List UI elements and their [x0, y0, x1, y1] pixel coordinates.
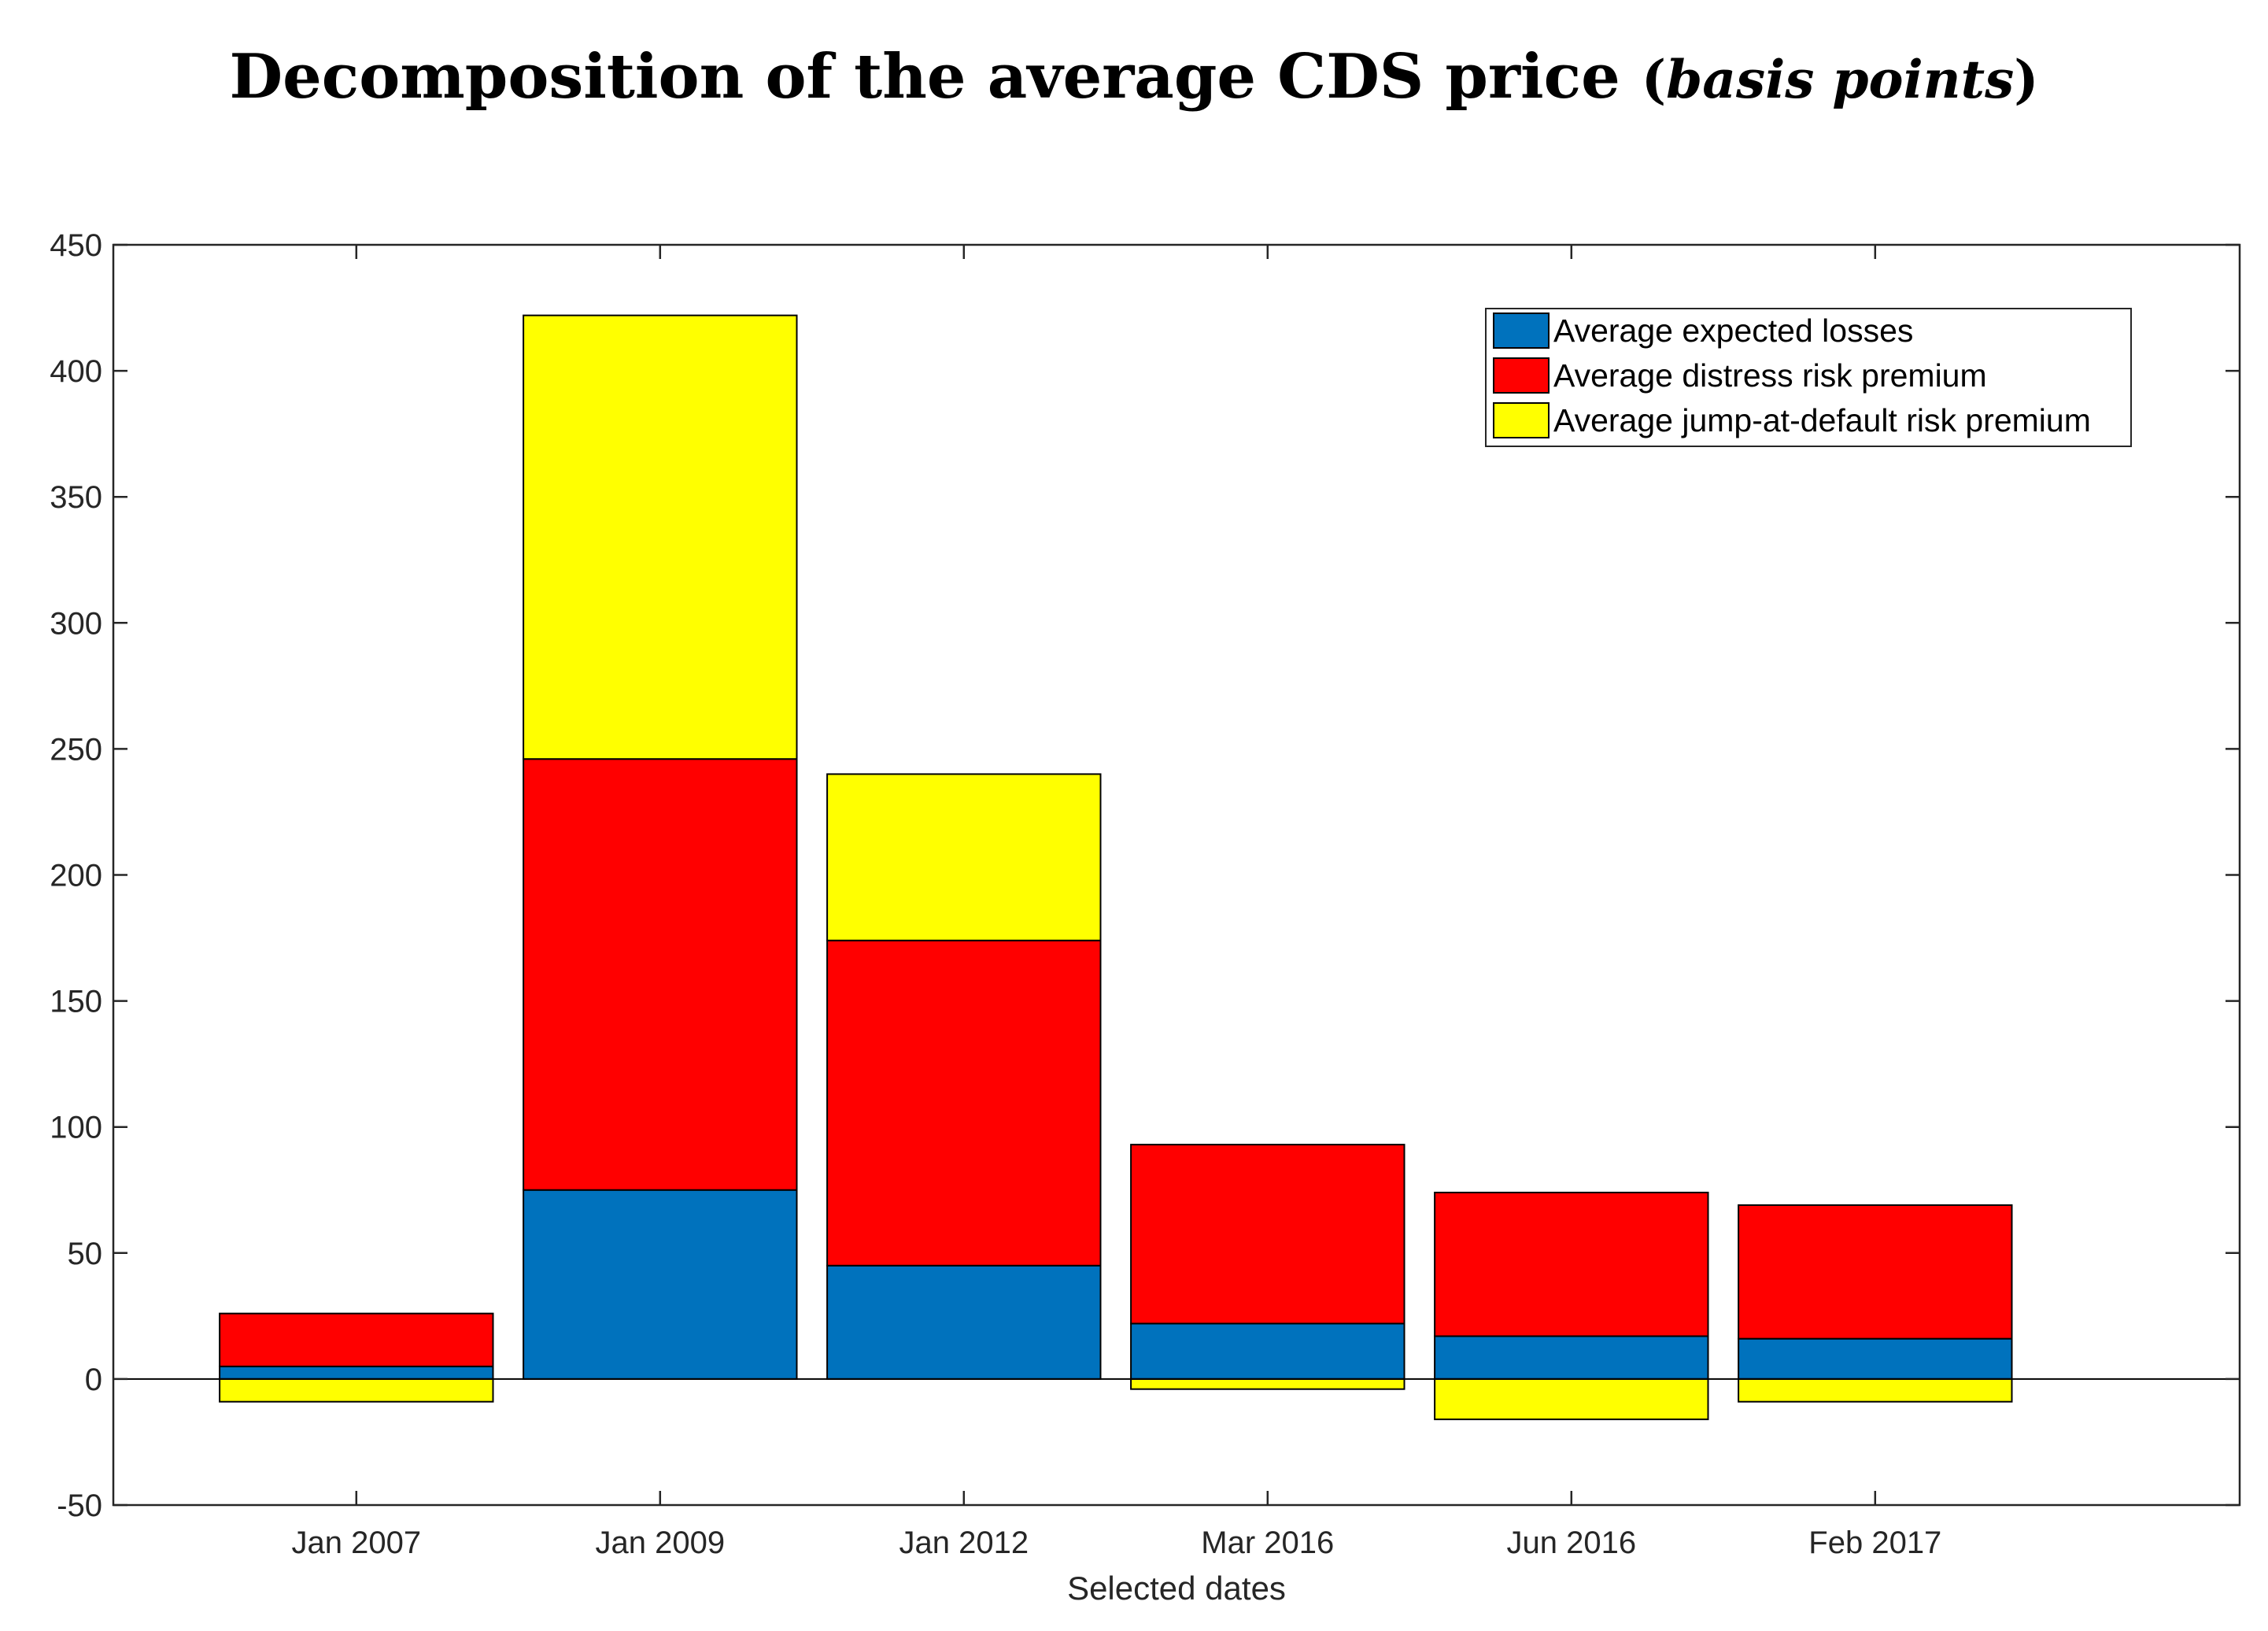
- bars-group: [219, 314, 2013, 1421]
- y-tick-label: 50: [68, 1237, 103, 1271]
- y-tick-label: 450: [50, 228, 102, 263]
- title-main: Decomposition of the average CDS price: [229, 41, 1642, 113]
- y-tick-label: -50: [57, 1489, 102, 1523]
- y-tick-label: 400: [50, 354, 102, 389]
- legend-swatch-1: [1493, 313, 1550, 349]
- legend-swatch-2: [1493, 357, 1550, 394]
- x-tick-label: Mar 2016: [1201, 1526, 1334, 1560]
- legend-entry-1: Average expected losses: [1553, 313, 1913, 349]
- y-tick-label: 0: [85, 1363, 102, 1397]
- y-tick-label: 300: [50, 606, 102, 641]
- bar-jan-2012-series-1: [826, 1264, 1102, 1380]
- bar-jun-2016-series-2: [1434, 1191, 1709, 1337]
- legend-entry-3: Average jump-at-default risk premium: [1553, 402, 2091, 438]
- bar-feb-2017-series-3: [1738, 1378, 2013, 1403]
- bar-jan-2007-series-1: [219, 1365, 494, 1380]
- title-open-paren: (: [1641, 49, 1667, 110]
- ticks-group: -50 0 50 100 150 200 250 300 350 400 450 Jan 2007 Ja…: [50, 228, 2240, 1560]
- bar-feb-2017-series-2: [1738, 1204, 2013, 1340]
- bar-jun-2016-series-3: [1434, 1378, 1709, 1421]
- bar-mar-2016-series-1: [1130, 1322, 1405, 1380]
- y-tick-label: 350: [50, 480, 102, 515]
- y-tick-label: 150: [50, 985, 102, 1019]
- y-tick-label: 250: [50, 732, 102, 767]
- x-tick-label: Jan 2012: [899, 1526, 1029, 1560]
- y-tick-label: 100: [50, 1111, 102, 1145]
- bar-feb-2017-series-1: [1738, 1337, 2013, 1380]
- legend-swatch-3: [1493, 402, 1550, 438]
- bar-mar-2016-series-3: [1130, 1378, 1405, 1390]
- title-unit: basis points: [1666, 49, 2015, 110]
- bar-jan-2009-series-3: [523, 314, 798, 760]
- bar-jan-2009-series-1: [523, 1189, 798, 1380]
- x-axis-label: Selected dates: [1067, 1570, 1286, 1607]
- y-tick-label: 200: [50, 859, 102, 893]
- x-tick-label: Jan 2009: [596, 1526, 726, 1560]
- chart-title: Decomposition of the average CDS price (…: [0, 41, 2268, 113]
- legend-box: [1485, 308, 2132, 447]
- bar-jun-2016-series-1: [1434, 1335, 1709, 1380]
- legend-entry-2: Average distress risk premium: [1553, 357, 1987, 394]
- x-tick-label: Feb 2017: [1808, 1526, 1941, 1560]
- x-tick-label: Jan 2007: [292, 1526, 422, 1560]
- bar-jan-2012-series-2: [826, 939, 1102, 1267]
- title-close-paren: ): [2014, 49, 2039, 110]
- bar-mar-2016-series-2: [1130, 1144, 1405, 1325]
- bar-jan-2012-series-3: [826, 773, 1102, 941]
- bar-jan-2009-series-2: [523, 758, 798, 1191]
- legend: Average expected losses Average distress …: [1485, 308, 2132, 447]
- bar-jan-2007-series-2: [219, 1312, 494, 1367]
- plot-frame: [112, 243, 2241, 1507]
- bar-jan-2007-series-3: [219, 1378, 494, 1403]
- x-tick-label: Jun 2016: [1507, 1526, 1637, 1560]
